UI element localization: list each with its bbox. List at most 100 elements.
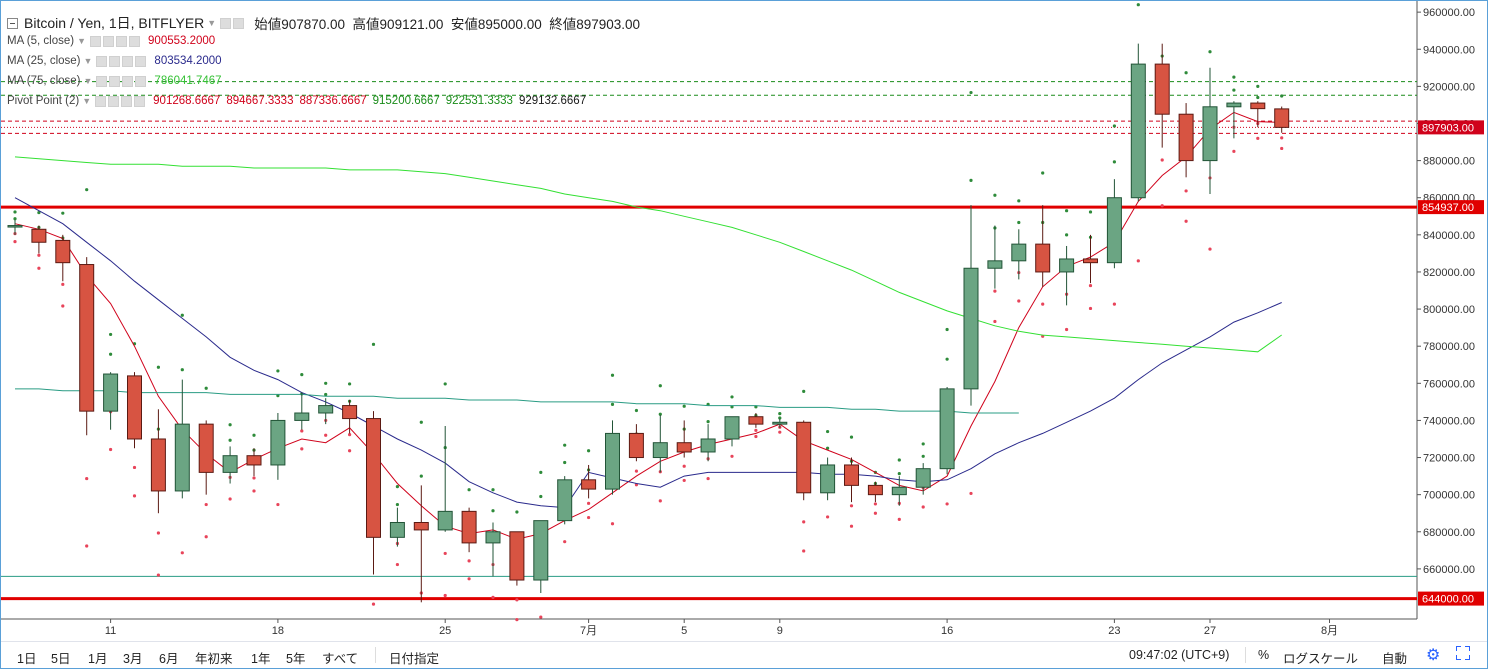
chevron-down-icon[interactable]: ▼ xyxy=(77,36,87,46)
eye-icon[interactable] xyxy=(96,55,108,67)
range-1y-button[interactable]: 1年 xyxy=(251,652,271,666)
price-label-bg xyxy=(1418,591,1484,606)
pivot-support-dot xyxy=(204,502,208,507)
candle-body xyxy=(485,531,501,544)
close-icon[interactable] xyxy=(135,55,147,67)
pivot-legend: Pivot Point (2) ▼ 901268.6667 894667.333… xyxy=(7,95,586,107)
candle-body xyxy=(7,225,23,228)
pivot-support-dot xyxy=(945,502,949,506)
gear-icon[interactable] xyxy=(109,75,121,87)
pivot-support-dot xyxy=(156,531,160,535)
auto-scale-button[interactable]: 自動 xyxy=(1382,652,1408,666)
close-icon[interactable] xyxy=(134,95,146,107)
range-3m-button[interactable]: 3月 xyxy=(123,652,143,666)
price-label: 897903.00 xyxy=(1422,122,1474,134)
pivot-resistance-dot xyxy=(539,494,543,499)
pivot-support-dot xyxy=(467,559,471,563)
pivot-resistance-dot xyxy=(897,472,901,476)
candle-up xyxy=(1130,43,1146,202)
chevron-down-icon[interactable]: ▼ xyxy=(83,76,93,86)
eye-icon[interactable] xyxy=(90,35,102,47)
candle-body xyxy=(103,373,119,412)
chevron-down-icon[interactable]: ▼ xyxy=(83,56,93,66)
eye-icon[interactable] xyxy=(220,17,232,29)
candle-up xyxy=(939,387,955,475)
candle-down xyxy=(198,420,214,495)
candle-body xyxy=(31,228,47,243)
plus-icon[interactable] xyxy=(121,95,133,107)
candle-up xyxy=(772,418,788,428)
candle-up xyxy=(605,420,620,495)
eye-icon[interactable] xyxy=(95,95,107,107)
price-label-bg xyxy=(1418,120,1484,135)
pivot-support-dot xyxy=(348,433,352,437)
fullscreen-icon[interactable] xyxy=(1455,645,1471,661)
close-icon[interactable] xyxy=(135,75,147,87)
pivot-support-dot xyxy=(1088,306,1093,311)
range-all-button[interactable]: すべて xyxy=(322,652,359,666)
gear-icon[interactable] xyxy=(108,95,120,107)
range-1m-button[interactable]: 1月 xyxy=(88,652,108,666)
range-1d-button[interactable]: 1日 xyxy=(17,652,37,666)
go-to-date-button[interactable]: 日付指定 xyxy=(389,652,440,666)
candle-body xyxy=(820,464,836,494)
pivot-resistance-dot xyxy=(658,412,662,416)
candle-body xyxy=(366,418,381,538)
pivot-resistance-dot xyxy=(467,488,471,492)
candle-body xyxy=(772,421,788,425)
gear-icon[interactable] xyxy=(109,55,121,67)
range-6m-button[interactable]: 6月 xyxy=(159,652,179,666)
symbol-title[interactable]: Bitcoin / Yen, 1日, BITFLYER xyxy=(24,15,205,31)
range-5y-button[interactable]: 5年 xyxy=(286,652,306,666)
ma25-legend: MA (25, close) ▼ 803534.2000 xyxy=(7,55,222,67)
candle-up xyxy=(915,463,931,495)
pivot-resistance-dot xyxy=(778,416,782,420)
ma5-name[interactable]: MA (5, close) xyxy=(7,35,75,47)
eye-icon[interactable] xyxy=(96,75,108,87)
pivot-support-dot xyxy=(754,434,758,439)
candle-body xyxy=(700,438,716,453)
plus-icon[interactable] xyxy=(116,35,128,47)
gear-icon[interactable] xyxy=(233,17,245,29)
ma5-value: 900553.2000 xyxy=(148,35,216,47)
pivot-resistance-dot xyxy=(993,193,997,197)
price-chart[interactable]: 960000.00940000.00920000.00900000.008800… xyxy=(1,1,1487,641)
percent-scale-button[interactable]: % xyxy=(1258,648,1270,662)
pivot-value-4: 922531.3333 xyxy=(445,95,513,107)
candle-up xyxy=(389,507,405,547)
chevron-down-icon[interactable]: ▼ xyxy=(82,96,92,106)
pivot-support-dot xyxy=(1232,149,1236,153)
pivot-support-dot xyxy=(1088,283,1093,288)
plus-icon[interactable] xyxy=(122,55,134,67)
gear-icon[interactable]: ⚙ xyxy=(1426,647,1441,664)
candle-down xyxy=(79,257,95,436)
candle-body xyxy=(652,442,668,459)
price-label: 644000.00 xyxy=(1422,594,1474,606)
close-icon[interactable] xyxy=(129,35,141,47)
candle-down xyxy=(676,420,692,458)
ma25-name[interactable]: MA (25, close) xyxy=(7,55,81,67)
pivot-resistance-dot xyxy=(491,509,495,513)
pivot-support-dot xyxy=(563,540,567,544)
pivot-support-dot xyxy=(467,577,471,581)
ma75-name[interactable]: MA (75, close) xyxy=(7,75,81,87)
candle-up xyxy=(820,457,836,501)
candle-body xyxy=(1226,102,1242,108)
range-5d-button[interactable]: 5日 xyxy=(51,652,71,666)
range-ytd-button[interactable]: 年初来 xyxy=(195,652,233,666)
candle-down xyxy=(1154,43,1170,148)
pivot-support-dot xyxy=(37,253,41,257)
pivot-resistance-dot xyxy=(682,404,686,408)
ohlc-readout: 始値907870.00 高値909121.00 安値895000.00 終値89… xyxy=(254,17,641,32)
pivot-resistance-dot xyxy=(395,485,399,489)
plus-icon[interactable] xyxy=(122,75,134,87)
pivot-resistance-dot xyxy=(1184,71,1188,75)
collapse-icon[interactable] xyxy=(7,17,18,29)
pivot-support-dot xyxy=(1160,158,1164,162)
pivot-name[interactable]: Pivot Point (2) xyxy=(7,95,80,107)
pivot-value-1: 894667.3333 xyxy=(226,95,294,107)
chevron-down-icon[interactable]: ▼ xyxy=(207,18,217,28)
clock[interactable]: 09:47:02 (UTC+9) xyxy=(1129,648,1230,662)
gear-icon[interactable] xyxy=(103,35,115,47)
log-scale-button[interactable]: ログスケール xyxy=(1283,652,1359,666)
